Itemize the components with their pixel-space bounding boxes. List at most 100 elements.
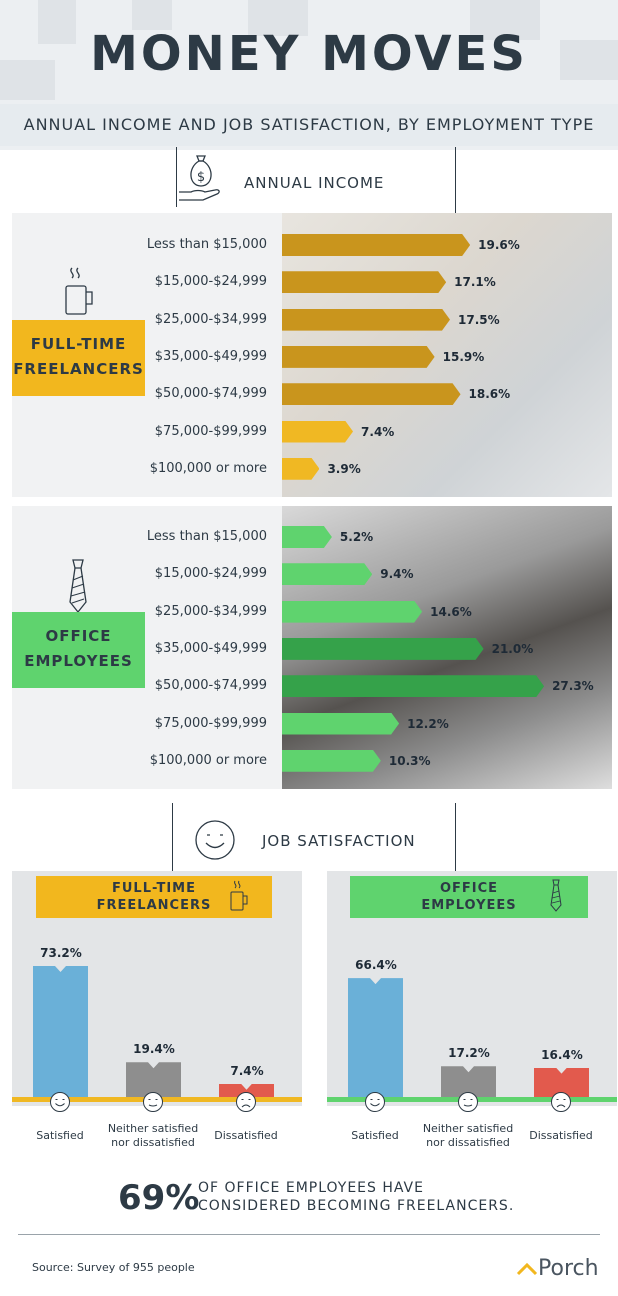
office-income-bar	[282, 601, 422, 623]
office-income-value-label: 9.4%	[380, 567, 414, 582]
office-satisfaction-category-label: Dissatisfied	[529, 1129, 593, 1142]
freelancer-satisfaction-value-label: 19.4%	[133, 1042, 175, 1057]
office-income-bar	[282, 713, 399, 735]
headline-stat-line1: OF OFFICE EMPLOYEES HAVE	[198, 1180, 424, 1196]
office-income-category-label: Less than $15,000	[146, 529, 267, 544]
satisfaction-divider-left	[172, 803, 173, 873]
freelancer-income-value-label: 17.1%	[454, 275, 496, 290]
porch-logo-icon	[516, 1262, 538, 1276]
freelancer-satisfaction-category-label: Satisfied	[36, 1129, 84, 1142]
office-satisfaction-value-label: 16.4%	[541, 1047, 583, 1062]
freelancer-income-bar	[282, 234, 470, 256]
freelancer-income-category-label: $75,000-$99,999	[154, 423, 267, 439]
sad-face-icon	[551, 1092, 571, 1112]
header-tile	[470, 0, 540, 40]
freelancer-income-value-label: 3.9%	[327, 461, 361, 476]
smiley-face-icon	[365, 1092, 385, 1112]
freelancer-income-category-label: Less than $15,000	[146, 237, 267, 252]
headline-stat-text: OF OFFICE EMPLOYEES HAVE CONSIDERED BECO…	[198, 1179, 538, 1215]
freelancer-income-category-label: $25,000-$34,999	[154, 311, 267, 327]
annual-income-label: ANNUAL INCOME	[244, 174, 385, 192]
headline-stat-line2: CONSIDERED BECOMING FREELANCERS.	[198, 1198, 515, 1214]
porch-brand-name: Porch	[538, 1256, 599, 1281]
office-income-bar	[282, 750, 381, 772]
office-satisfaction-value-label: 66.4%	[355, 958, 397, 973]
freelancer-income-bar	[282, 421, 353, 443]
freelancer-income-bar	[282, 346, 435, 368]
necktie-icon	[550, 879, 562, 912]
freelancer-income-bar	[282, 458, 319, 480]
office-satisfaction-bar	[348, 978, 403, 1097]
office-income-bar	[282, 675, 544, 697]
office-satisfaction-category-label: Satisfied	[351, 1129, 399, 1142]
neutral-face-icon	[143, 1092, 163, 1112]
smiley-face-icon	[195, 820, 235, 860]
freelancer-income-value-label: 19.6%	[478, 238, 520, 252]
header-tile	[248, 0, 308, 36]
freelancer-satisfaction-value-label: 7.4%	[230, 1063, 264, 1078]
freelancers-badge: FULL-TIME FREELANCERS	[12, 320, 145, 396]
office-satisfaction-value-label: 17.2%	[448, 1046, 490, 1061]
freelancer-income-bar	[282, 309, 450, 331]
svg-text:$: $	[197, 170, 205, 185]
freelancer-satisfaction-category-label: Neither satisfied nor dissatisfied	[107, 1122, 199, 1149]
header-tile	[132, 0, 172, 30]
office-income-category-label: $75,000-$99,999	[154, 715, 267, 731]
office-income-value-label: 14.6%	[430, 604, 472, 619]
freelancer-income-category-label: $35,000-$49,999	[154, 348, 267, 364]
freelancer-income-bar	[282, 383, 461, 405]
headline-stat-value: 69%	[118, 1178, 200, 1218]
freelancer-income-category-label: $50,000-$74,999	[154, 386, 267, 402]
header-tile	[560, 40, 618, 80]
office-income-value-label: 21.0%	[491, 641, 534, 656]
satisfaction-divider-right	[455, 803, 456, 873]
office-income-category-label: $35,000-$49,999	[154, 640, 267, 656]
page-subtitle: ANNUAL INCOME AND JOB SATISFACTION, BY E…	[23, 115, 595, 134]
neutral-face-icon	[458, 1092, 478, 1112]
office-satisfaction-category-label: Neither satisfied nor dissatisfied	[422, 1122, 514, 1149]
sad-face-icon	[236, 1092, 256, 1112]
office-income-category-label: $15,000-$24,999	[154, 566, 267, 582]
header-tile	[38, 0, 76, 44]
freelancer-income-value-label: 17.5%	[458, 312, 500, 327]
office-satisfaction-title: OFFICE EMPLOYEES	[421, 881, 517, 913]
freelancer-satisfaction-value-label: 73.2%	[40, 945, 82, 960]
job-satisfaction-label: JOB SATISFACTION	[262, 832, 416, 850]
office-income-value-label: 12.2%	[407, 716, 449, 731]
freelancer-satisfaction-bar	[219, 1083, 274, 1097]
section-divider-left	[176, 147, 177, 207]
office-income-value-label: 10.3%	[388, 753, 431, 768]
office-badge: OFFICE EMPLOYEES	[12, 612, 145, 688]
freelancer-satisfaction-header: FULL-TIME FREELANCERS	[36, 876, 272, 918]
office-income-bar	[282, 638, 484, 660]
freelancers-badge-label: FULL-TIME FREELANCERS	[13, 335, 144, 378]
freelancer-satisfaction-bar	[33, 965, 88, 1097]
office-satisfaction-header: OFFICE EMPLOYEES	[350, 876, 588, 918]
office-income-value-label: 5.2%	[339, 530, 374, 544]
source-note: Source: Survey of 955 people	[32, 1261, 195, 1274]
footer-divider	[18, 1234, 600, 1235]
office-income-category-label: $25,000-$34,999	[154, 603, 267, 619]
freelancer-satisfaction-title: FULL-TIME FREELANCERS	[96, 881, 212, 913]
freelancer-income-bar	[282, 271, 446, 293]
page-title: MONEY MOVES	[90, 26, 528, 82]
money-bag-hand-icon: $	[179, 155, 220, 201]
freelancer-income-value-label: 18.6%	[468, 387, 511, 402]
section-divider-right	[455, 147, 456, 213]
smiley-face-icon	[50, 1092, 70, 1112]
freelancer-income-value-label: 7.4%	[361, 424, 395, 439]
office-badge-label: OFFICE EMPLOYEES	[24, 627, 133, 670]
coffee-cup-icon	[230, 880, 248, 911]
freelancer-satisfaction-category-label: Dissatisfied	[214, 1129, 278, 1142]
office-income-value-label: 27.3%	[552, 679, 594, 694]
office-income-category-label: $50,000-$74,999	[154, 678, 267, 694]
office-income-category-label: $100,000 or more	[149, 752, 267, 768]
subtitle-band	[0, 104, 618, 146]
freelancer-income-category-label: $100,000 or more	[149, 460, 267, 476]
coffee-cup-icon	[65, 267, 93, 315]
office-income-bar	[282, 526, 332, 548]
freelancer-income-value-label: 15.9%	[442, 349, 485, 364]
header-tile	[0, 60, 55, 100]
freelancer-income-category-label: $15,000-$24,999	[154, 274, 267, 290]
office-income-bar	[282, 563, 372, 585]
